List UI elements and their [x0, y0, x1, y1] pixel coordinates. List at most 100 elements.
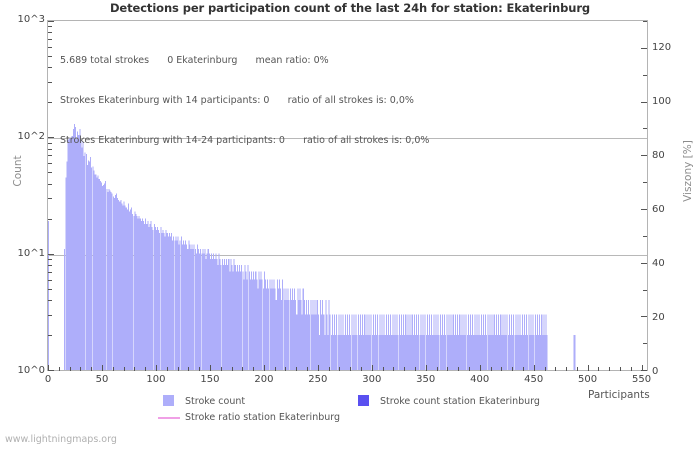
- x-axis-tick: [80, 367, 82, 371]
- footer-url: www.lightningmaps.org: [5, 434, 117, 445]
- y-axis-tick: [48, 26, 52, 28]
- x-axis-tick: [620, 367, 621, 371]
- x-axis-tick: [317, 365, 319, 371]
- x-axis-tick: [436, 367, 438, 371]
- y-axis-tick: [48, 46, 52, 48]
- x-axis-tick: [188, 367, 190, 371]
- y2-axis-tick: [643, 21, 647, 22]
- x-axis-tick: [393, 367, 395, 371]
- x-axis-tick: [555, 367, 557, 371]
- y2-axis-tick: [643, 235, 647, 237]
- x-axis-tick: [576, 367, 578, 371]
- y-axis-tick: [48, 155, 52, 157]
- annotation-line-3: Strokes Ekaterinburg with 14-24 particip…: [60, 134, 430, 146]
- y-axis-tick: [48, 81, 52, 83]
- x-axis-tick: [490, 367, 492, 371]
- x-axis-tick: [630, 367, 632, 371]
- y-axis-tick: [48, 163, 52, 165]
- y-axis-tick: [48, 300, 52, 301]
- y-axis-tick: [48, 39, 52, 40]
- y-axis-tick: [48, 279, 52, 281]
- y-axis-tick: [48, 198, 52, 200]
- x-axis-tick: [112, 367, 114, 371]
- y-axis-tick: [48, 335, 52, 336]
- y-axis-tick: [48, 21, 54, 22]
- y-tick-label-1e3: 10^3: [17, 14, 45, 25]
- y2-axis-tick: [643, 289, 647, 291]
- x-axis-tick: [263, 365, 265, 371]
- x-axis-tick: [501, 367, 503, 371]
- plot-area: [47, 20, 648, 371]
- x-axis-tick: [361, 367, 362, 371]
- y-axis-tick: [48, 102, 52, 104]
- x-axis-title: Participants: [588, 389, 650, 401]
- x-axis-tick: [382, 367, 384, 371]
- y2-axis-tick: [643, 128, 647, 130]
- x-axis-tick: [166, 367, 168, 371]
- y2-axis-tick: [641, 155, 647, 157]
- x-axis-tick: [566, 367, 568, 371]
- x-axis-tick: [177, 367, 179, 371]
- x-axis-tick: [134, 367, 136, 371]
- y2-tick-label-40: 40: [652, 258, 665, 269]
- y-axis-tick: [48, 183, 52, 185]
- y2-axis-title: Viszony [%]: [682, 140, 694, 202]
- y-axis-tick: [48, 67, 52, 69]
- x-axis-tick: [404, 367, 406, 371]
- x-axis-tick: [339, 367, 341, 371]
- x-axis-tick: [350, 367, 352, 371]
- x-tick-label: 400: [470, 374, 490, 385]
- x-axis-tick: [458, 367, 460, 371]
- y2-tick-label-0: 0: [652, 366, 659, 377]
- x-tick-label: 500: [578, 374, 598, 385]
- x-axis-tick: [285, 367, 287, 371]
- y-axis-tick: [48, 32, 52, 34]
- legend-label-stroke-count-station: Stroke count station Ekaterinburg: [380, 396, 540, 407]
- x-tick-label: 100: [146, 374, 166, 385]
- x-axis-tick: [253, 367, 255, 371]
- gridline-1e1: [48, 255, 647, 256]
- y2-axis-tick: [643, 182, 647, 184]
- x-axis-tick: [425, 365, 427, 371]
- x-tick-label: 350: [416, 374, 436, 385]
- bars-layer: [48, 21, 647, 370]
- x-axis-tick: [544, 367, 546, 371]
- x-axis-tick: [598, 367, 600, 371]
- x-tick-label: 0: [44, 374, 52, 385]
- y-axis-tick: [48, 271, 52, 273]
- x-axis-tick: [102, 365, 103, 371]
- x-axis-tick: [242, 367, 244, 371]
- x-axis-tick: [58, 367, 60, 371]
- y2-axis-tick: [641, 262, 647, 264]
- x-axis-tick: [209, 365, 211, 371]
- y-axis-tick: [48, 264, 52, 266]
- y-axis-tick: [48, 148, 52, 150]
- y2-tick-label-100: 100: [652, 96, 672, 107]
- x-axis-tick: [641, 365, 643, 371]
- x-axis-tick: [296, 367, 298, 371]
- y2-axis-tick: [641, 208, 647, 210]
- x-tick-label: 450: [524, 374, 544, 385]
- x-axis-tick: [274, 367, 276, 371]
- x-axis-tick: [307, 367, 308, 371]
- y2-axis-tick: [643, 343, 647, 345]
- x-axis-tick: [199, 367, 201, 371]
- x-axis-tick: [533, 365, 535, 371]
- y-axis-tick: [48, 314, 52, 316]
- x-axis-tick: [522, 367, 524, 371]
- legend-swatch-stroke-ratio-station: [158, 417, 180, 419]
- y2-tick-label-60: 60: [652, 204, 665, 215]
- y-tick-label-1e1: 10^1: [17, 248, 45, 259]
- x-axis-tick: [155, 365, 157, 371]
- x-axis-tick: [479, 365, 481, 371]
- x-axis-tick: [48, 365, 49, 371]
- x-tick-label: 250: [308, 374, 328, 385]
- x-tick-label: 550: [632, 374, 652, 385]
- y-axis-tick: [48, 172, 52, 174]
- x-tick-label: 50: [95, 374, 109, 385]
- x-tick-label: 150: [200, 374, 220, 385]
- x-axis-tick: [512, 367, 514, 371]
- y2-axis-tick: [643, 74, 647, 76]
- gridline-1e2: [48, 138, 647, 139]
- x-axis-tick: [468, 367, 470, 371]
